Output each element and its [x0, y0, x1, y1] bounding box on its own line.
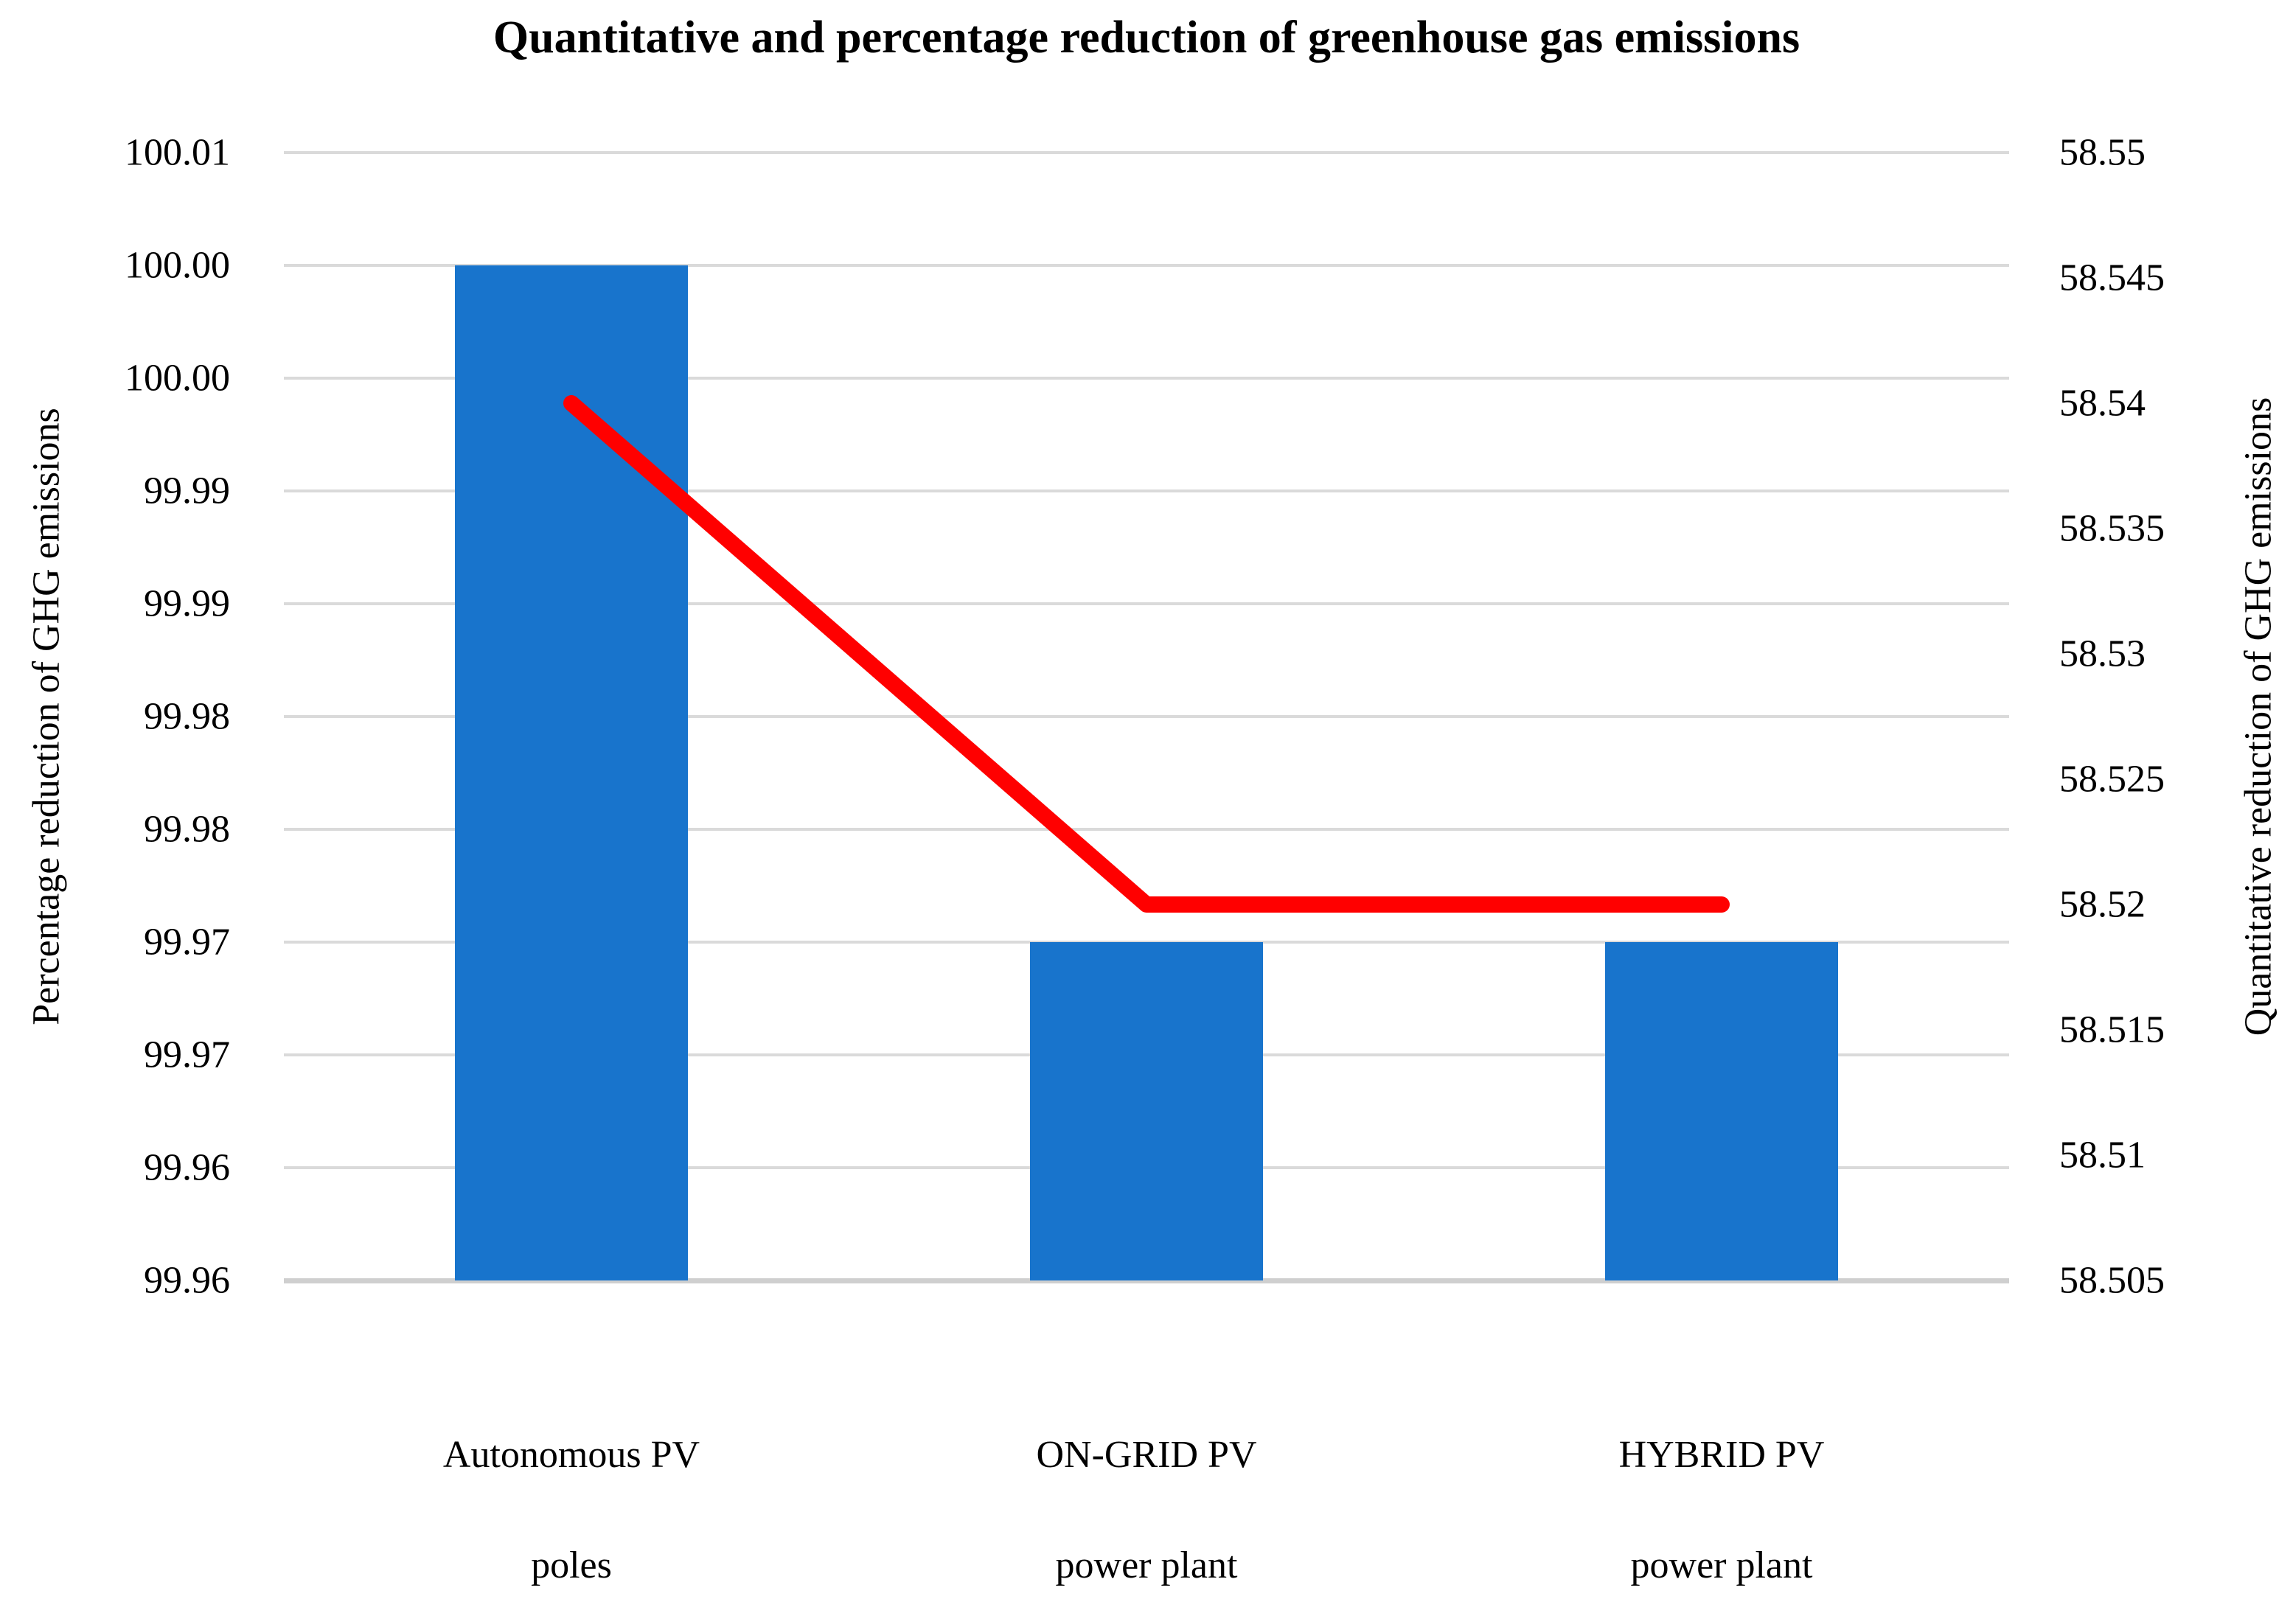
bar-category-3: [1605, 942, 1838, 1280]
gridline: [284, 151, 2009, 154]
left-axis-tick-label: 99.99: [144, 470, 230, 512]
left-axis-tick-label: 99.97: [144, 1034, 230, 1076]
left-axis-tick-label: 99.98: [144, 695, 230, 738]
gridline: [284, 602, 2009, 605]
left-axis-tick-label: 99.99: [144, 582, 230, 625]
left-axis-tick-label: 99.97: [144, 921, 230, 963]
category-label: Autonomous PV poles: [442, 1434, 700, 1586]
left-axis-tick-label: 99.98: [144, 808, 230, 851]
category-label: ON-GRID PV power plant: [1036, 1434, 1257, 1586]
right-axis-tick-label: 58.515: [2059, 1008, 2165, 1051]
right-axis-tick-label: 58.53: [2059, 632, 2146, 675]
left-axis-tick-label: 99.96: [144, 1146, 230, 1189]
right-axis-tick-label: 58.54: [2059, 382, 2146, 425]
chart-title: Quantitative and percentage reduction of…: [493, 13, 1800, 63]
line-series-quantitative-reduction: [563, 395, 1730, 913]
gridline: [284, 828, 2009, 831]
right-axis-tick-label: 58.535: [2059, 507, 2165, 550]
left-axis-tick-label: 100.00: [125, 357, 230, 400]
right-axis-tick-label: 58.525: [2059, 758, 2165, 801]
gridline: [284, 264, 2009, 267]
gridline: [284, 1278, 2009, 1283]
bar-category-1: [455, 265, 688, 1280]
right-axis-tick-label: 58.51: [2059, 1134, 2146, 1177]
right-axis-tick-label: 58.52: [2059, 883, 2146, 926]
gridline: [284, 489, 2009, 492]
right-axis-tick-label: 58.505: [2059, 1259, 2165, 1302]
gridline: [284, 377, 2009, 380]
right-axis-tick-label: 58.55: [2059, 131, 2146, 174]
right-axis-tick-label: 58.545: [2059, 257, 2165, 299]
category-label: HYBRID PV power plant: [1618, 1434, 1825, 1586]
bar-category-2: [1030, 942, 1263, 1280]
left-axis-tick-label: 100.01: [125, 131, 230, 174]
gridline: [284, 715, 2009, 718]
left-axis-tick-label: 100.00: [125, 244, 230, 287]
left-axis-tick-label: 99.96: [144, 1259, 230, 1302]
